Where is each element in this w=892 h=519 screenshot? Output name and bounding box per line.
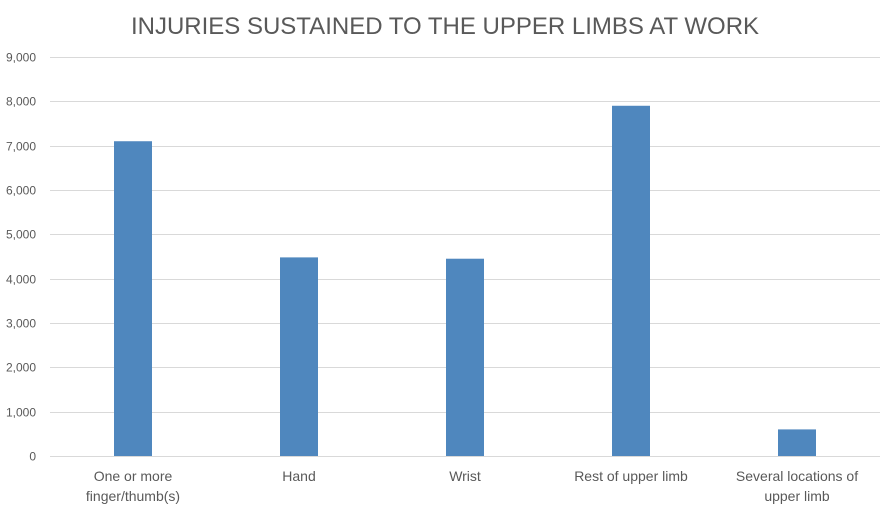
x-category-label: Wrist [449,468,481,484]
chart-title: INJURIES SUSTAINED TO THE UPPER LIMBS AT… [131,13,759,40]
y-tick-label: 4,000 [6,273,36,287]
y-tick-label: 8,000 [6,95,36,109]
x-category-label-line: One or more [94,468,173,484]
y-tick-label: 3,000 [6,317,36,331]
y-tick-label: 2,000 [6,361,36,375]
x-category-label: Rest of upper limb [574,468,688,484]
x-category-label-line: upper limb [764,488,830,504]
y-tick-label: 9,000 [6,51,36,65]
x-category-label-line: Several locations of [736,468,858,484]
x-category-label-line: Hand [282,468,315,484]
y-tick-label: 7,000 [6,140,36,154]
bar [612,105,650,457]
y-axis-ticks: 0 1,000 2,000 3,000 4,000 5,000 6,000 7,000 8,00… [6,51,36,464]
x-axis-categories: One or more finger/thumb(s) Hand Wrist Rest … [86,468,858,504]
x-category-label: Several locations of upper limb [736,468,858,504]
bar [114,141,152,456]
bar [446,258,484,456]
x-category-label: Hand [282,468,315,484]
y-tick-label: 0 [29,450,36,464]
y-tick-label: 5,000 [6,228,36,242]
x-category-label-line: Wrist [449,468,481,484]
x-category-label-line: finger/thumb(s) [86,488,180,504]
x-category-label: One or more finger/thumb(s) [86,468,180,504]
y-tick-label: 6,000 [6,184,36,198]
bars [114,105,816,457]
x-category-label-line: Rest of upper limb [574,468,688,484]
bar [778,429,816,456]
bar [280,257,318,456]
y-tick-label: 1,000 [6,406,36,420]
